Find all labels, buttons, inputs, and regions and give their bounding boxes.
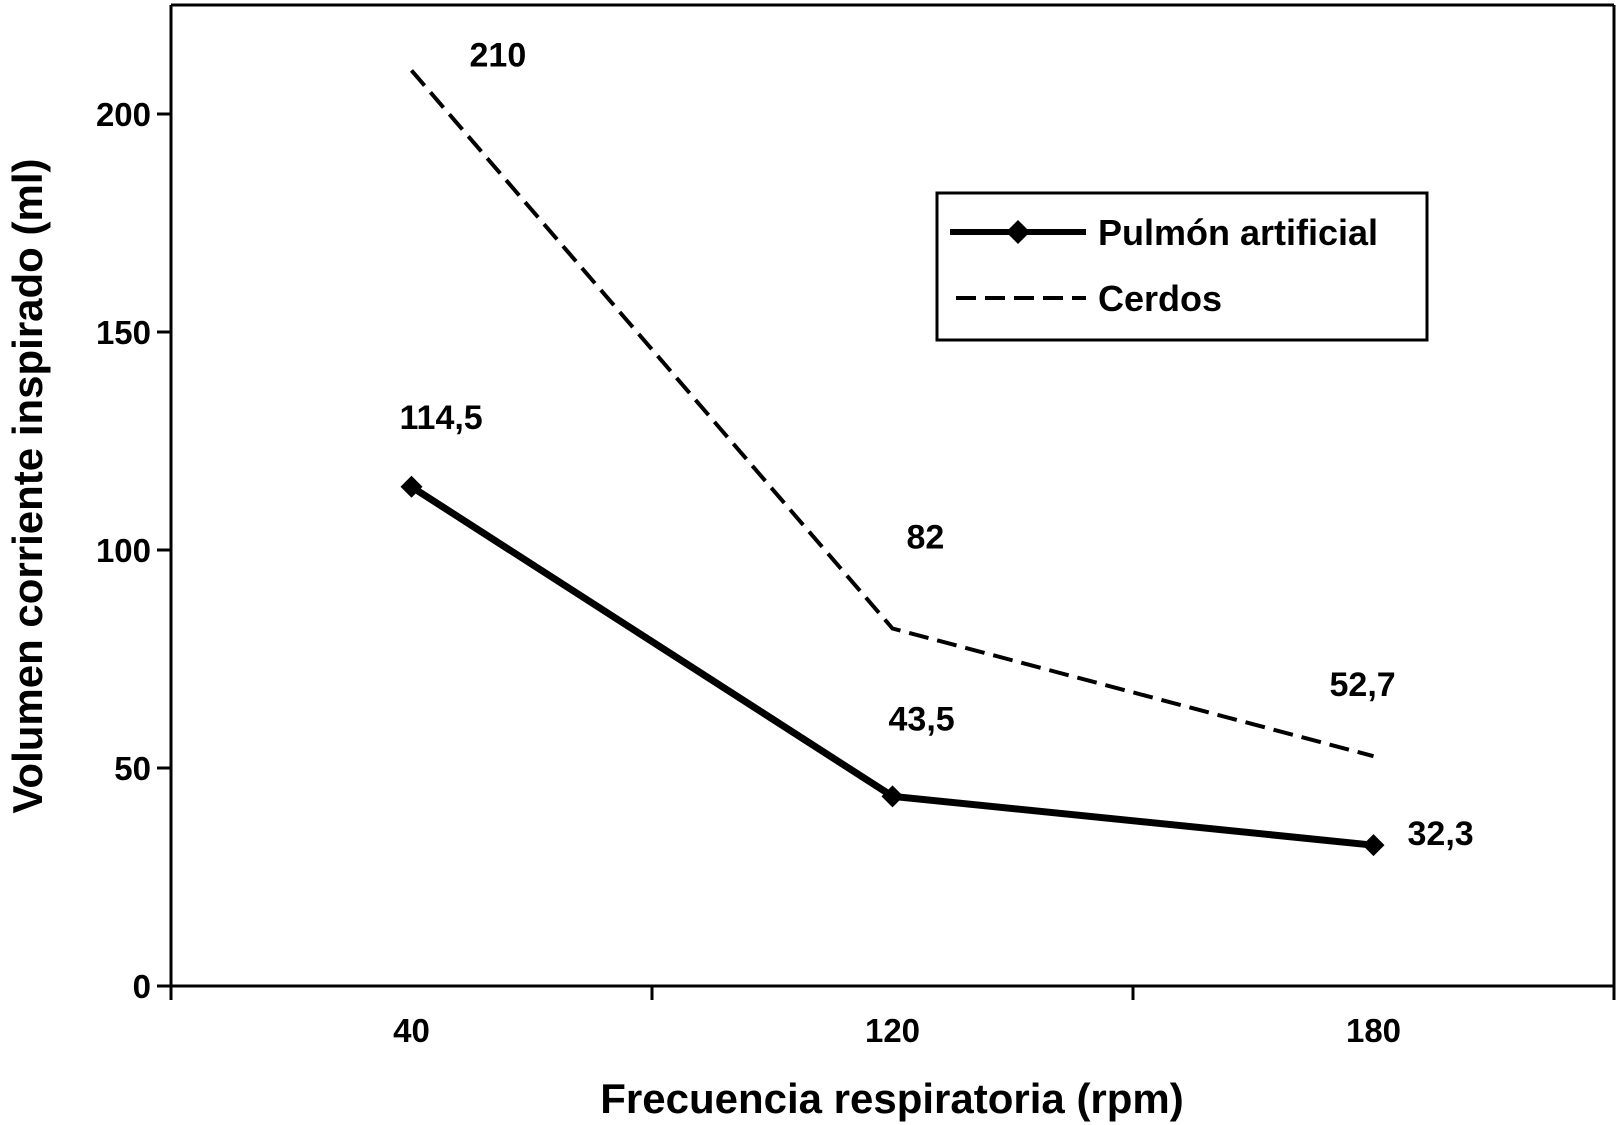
x-ticks: 40 120 180 (169, 986, 1616, 1049)
data-point-marker (400, 475, 423, 498)
x-axis-title: Frecuencia respiratoria (rpm) (600, 1075, 1184, 1122)
data-label: 82 (907, 518, 945, 556)
y-ticks: 0 50 100 150 200 (96, 96, 171, 1005)
series-line-cerdos (409, 69, 1375, 759)
legend: Pulmón artificial Cerdos (935, 191, 1429, 342)
data-label: 114,5 (400, 399, 483, 437)
legend-box (935, 191, 1429, 342)
axes (169, 3, 1616, 988)
data-label: 210 (470, 36, 527, 74)
legend-label-cerdos: Cerdos (1098, 278, 1222, 319)
y-tick-label: 100 (96, 532, 151, 569)
y-tick-label: 50 (114, 750, 151, 787)
y-axis-title: Volumen corriente inspirado (ml) (4, 159, 51, 814)
data-label: 43,5 (889, 700, 955, 738)
data-label: 52,7 (1330, 666, 1396, 704)
legend-marker-diamond (1006, 220, 1030, 244)
data-point-marker (881, 785, 904, 808)
data-point-marker (1362, 834, 1385, 857)
y-tick-label: 200 (96, 96, 151, 133)
data-label: 32,3 (1408, 815, 1474, 853)
x-tick-label: 180 (1346, 1012, 1401, 1049)
y-tick-label: 0 (133, 968, 151, 1005)
legend-label-pulmon: Pulmón artificial (1098, 212, 1378, 253)
y-tick-label: 150 (96, 314, 151, 351)
data-labels: 114,5 43,5 32,3 210 82 52,7 (400, 36, 1474, 853)
series-layer (400, 69, 1385, 857)
x-tick-label: 120 (865, 1012, 920, 1049)
x-tick-label: 40 (393, 1012, 430, 1049)
